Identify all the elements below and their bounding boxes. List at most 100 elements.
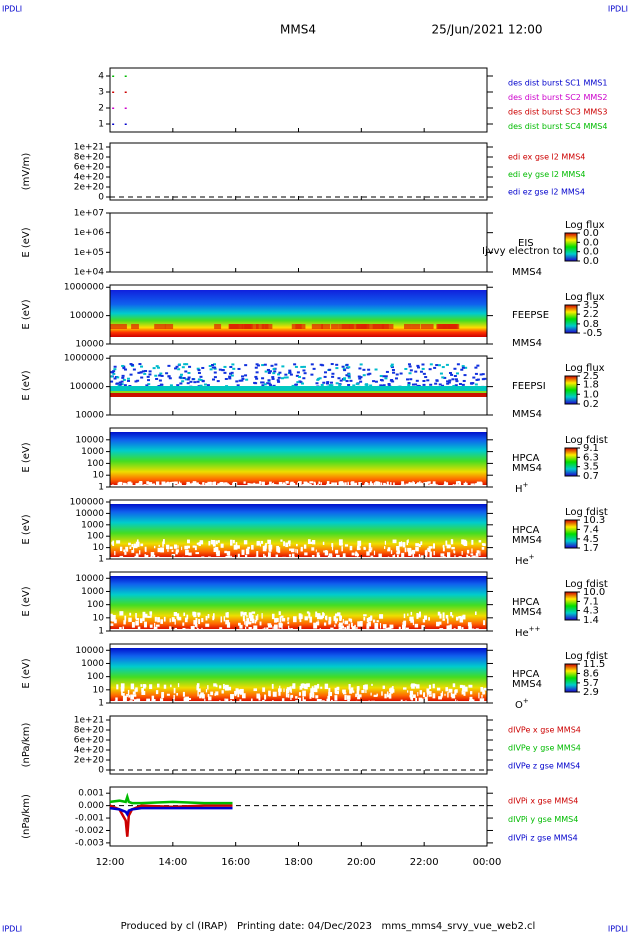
spectrogram-gap: [432, 683, 435, 689]
legend-entry: edi ez gse l2 MMS4: [508, 188, 585, 197]
spectrogram-dot: [421, 363, 425, 366]
spectrogram-dot: [342, 378, 346, 381]
spectrogram-gap: [177, 545, 179, 549]
spectrogram-gap: [171, 549, 174, 552]
spectrogram-dot: [178, 363, 182, 366]
spectrogram-gap: [338, 622, 340, 625]
spectrogram-dot: [270, 364, 274, 367]
spectrogram-gap: [415, 697, 418, 704]
y-tick-label: 2e+20: [74, 756, 105, 766]
spectrogram-gap: [148, 483, 151, 489]
y-tick-label: 10000: [75, 435, 104, 445]
spectrogram-gap: [450, 539, 454, 545]
spectrogram-gap: [279, 685, 281, 690]
spectrogram: [110, 576, 487, 629]
spectrogram-gap: [125, 546, 129, 552]
spectrogram-gap: [264, 544, 267, 551]
spectrogram-gap: [182, 691, 185, 697]
spectrogram-gap: [262, 687, 266, 692]
spectrogram-dot: [223, 371, 227, 374]
spectrogram-gap: [141, 688, 144, 692]
spectrogram-gap: [215, 691, 219, 696]
spectrogram-dot: [359, 380, 363, 383]
spectrogram-gap: [178, 482, 182, 488]
spectrogram-gap: [175, 551, 178, 555]
species-charge: ++: [529, 625, 541, 633]
spectrogram-gap: [268, 690, 271, 696]
spectrogram-gap: [143, 484, 147, 489]
spectrogram-gap: [113, 615, 115, 619]
spectrogram-gap: [348, 683, 351, 690]
spectrogram-gap: [167, 549, 169, 552]
spectrogram-dot: [182, 377, 186, 380]
spectrogram-gap: [356, 627, 358, 633]
spectrogram-dot: [461, 365, 465, 368]
spectrogram-gap: [259, 621, 262, 626]
spectrogram-gap: [314, 685, 318, 689]
spectrogram-gap: [382, 624, 387, 629]
spectrogram-gap: [272, 482, 274, 488]
chart-title: MMS4: [280, 23, 316, 37]
panel-label: MMS4: [512, 463, 542, 474]
spectrogram-gap: [348, 618, 352, 621]
y-tick-label: 10: [93, 613, 105, 623]
spectrogram-gap: [357, 540, 362, 547]
spectrogram-dot: [118, 381, 122, 384]
x-tick-label: 16:00: [221, 857, 250, 868]
spectrogram-gap: [124, 615, 127, 622]
spectrogram-gap: [262, 483, 264, 489]
spectrogram-gap: [462, 685, 466, 692]
spectrogram-gap: [259, 481, 262, 484]
legend-entry: des dist burst SC2 MMS2: [508, 93, 607, 102]
spectrogram-gap: [433, 551, 435, 556]
y-tick-label: 1000000: [64, 354, 104, 364]
spectrogram-gap: [391, 689, 395, 693]
spectrogram-dot: [136, 379, 140, 382]
spectrogram-dot: [132, 368, 136, 371]
spectrogram-dot: [158, 379, 162, 382]
spectrogram-gap: [306, 683, 310, 688]
spectrogram-dot: [458, 382, 462, 385]
spectrogram-gap: [199, 540, 204, 545]
spectrogram-gap: [407, 613, 409, 616]
spectrogram-dot: [341, 365, 345, 368]
spectrogram-gap: [415, 547, 419, 552]
spectrogram-gap: [144, 554, 147, 560]
spectrogram-gap: [215, 540, 218, 545]
spectrogram-gap: [226, 551, 231, 556]
panel-label: EIS: [518, 238, 534, 249]
spectrogram-gap: [370, 692, 372, 696]
species-label: O+: [515, 697, 529, 711]
spectrogram-gap: [324, 550, 329, 556]
spectrogram-dot: [347, 373, 351, 376]
spectrogram-gap: [352, 690, 355, 693]
spectrogram-dot: [126, 377, 130, 380]
spectrogram-gap: [196, 685, 199, 691]
spectrogram-gap: [256, 693, 260, 699]
spectrogram-gap: [242, 612, 247, 616]
spectrogram-dot: [367, 368, 371, 371]
y-tick-label: 100000: [70, 382, 105, 392]
spectrogram-dot: [416, 364, 420, 367]
spectrogram-gap: [173, 687, 176, 694]
spectrogram-gap: [294, 484, 297, 488]
spectrogram-gap: [373, 482, 376, 488]
spectrogram-dot: [264, 370, 268, 373]
spectrogram-gap: [199, 694, 204, 697]
spectrogram-gap: [404, 700, 407, 704]
y-axis-label: E (eV): [21, 370, 32, 400]
spectrogram-dot: [409, 378, 413, 381]
spectrogram-gap: [297, 482, 299, 485]
spectrogram-gap: [215, 684, 218, 688]
spectrogram-gap: [482, 689, 485, 695]
spectrogram-gap: [344, 695, 347, 700]
spectrogram-gap: [299, 625, 302, 630]
spectrogram-dot: [331, 375, 335, 378]
spectrogram: [110, 432, 487, 485]
y-tick-label: 0.001: [78, 789, 104, 799]
spectrogram-gap: [320, 615, 323, 620]
spectrogram-dot: [404, 367, 408, 370]
spectrogram-gap: [328, 687, 331, 693]
spectrogram-gap: [140, 481, 143, 488]
